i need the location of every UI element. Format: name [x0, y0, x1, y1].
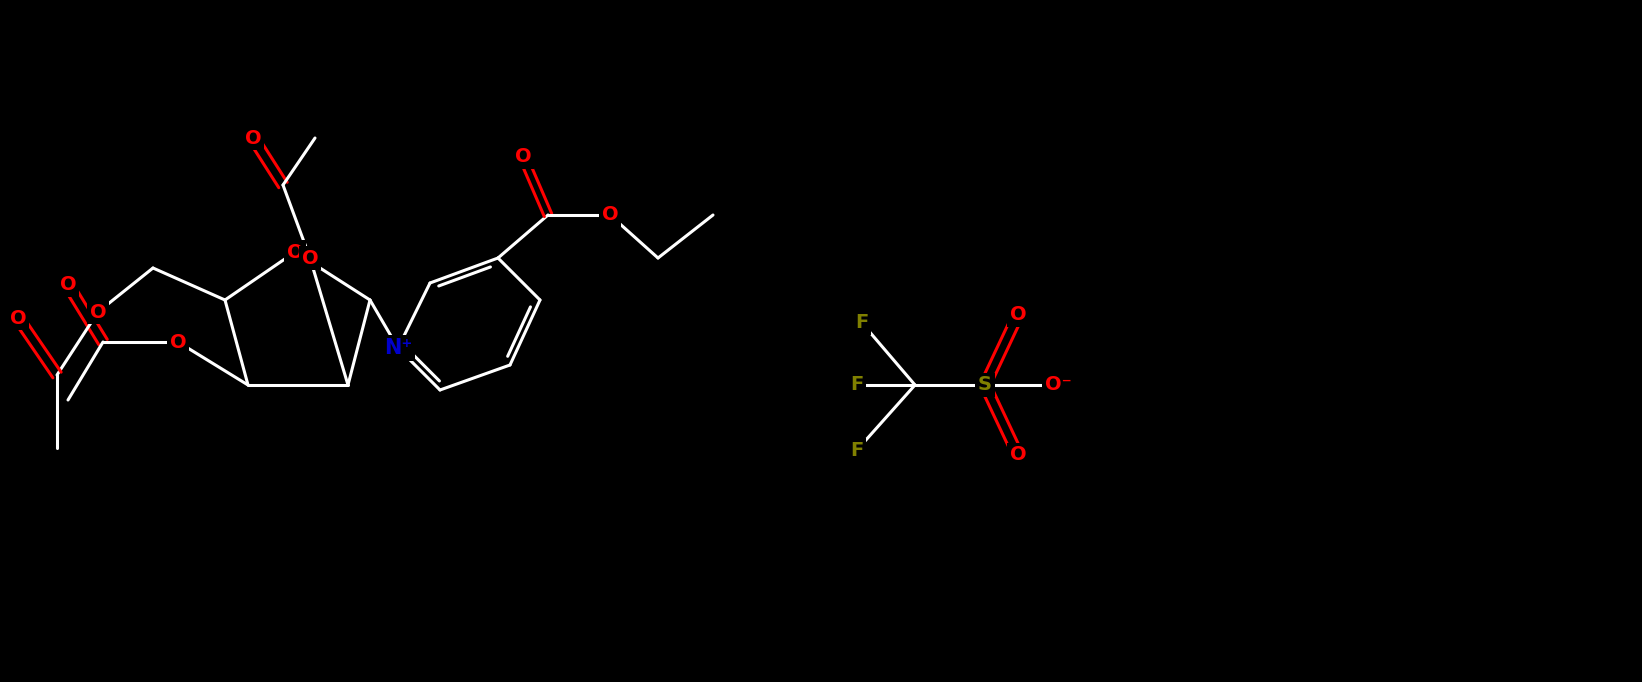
- Text: N⁺: N⁺: [384, 338, 412, 358]
- Text: O: O: [1010, 445, 1026, 464]
- Text: F: F: [851, 376, 864, 394]
- Text: O: O: [10, 308, 26, 327]
- Text: O: O: [302, 248, 319, 267]
- Text: O: O: [90, 303, 107, 321]
- Text: O: O: [514, 147, 532, 166]
- Text: S: S: [979, 376, 992, 394]
- Text: O: O: [59, 276, 76, 295]
- Text: O: O: [169, 333, 186, 351]
- Text: O: O: [245, 128, 261, 147]
- Text: F: F: [855, 314, 869, 333]
- Text: O: O: [287, 243, 304, 261]
- Text: O⁻: O⁻: [1044, 376, 1071, 394]
- Text: O: O: [1010, 306, 1026, 325]
- Text: O: O: [601, 205, 619, 224]
- Text: F: F: [851, 441, 864, 460]
